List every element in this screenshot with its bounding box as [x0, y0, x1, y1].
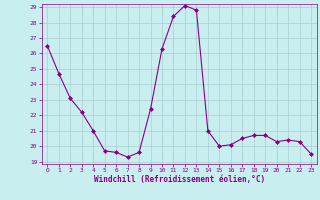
X-axis label: Windchill (Refroidissement éolien,°C): Windchill (Refroidissement éolien,°C)	[94, 175, 265, 184]
